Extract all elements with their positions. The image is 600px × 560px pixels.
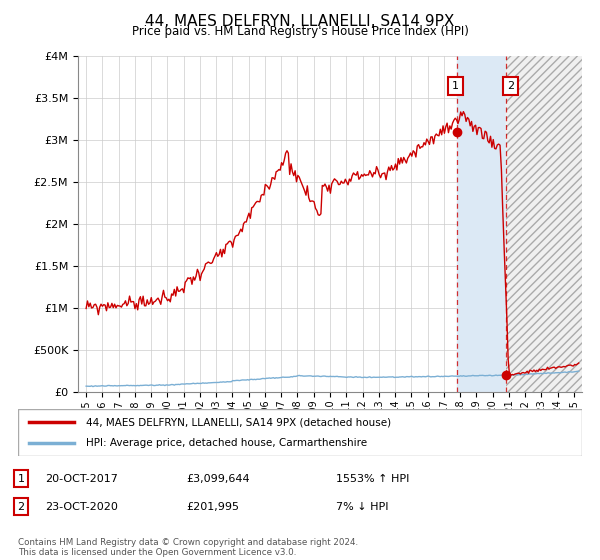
Text: 2: 2 — [507, 81, 514, 91]
Text: 7% ↓ HPI: 7% ↓ HPI — [336, 502, 389, 512]
Text: 44, MAES DELFRYN, LLANELLI, SA14 9PX (detached house): 44, MAES DELFRYN, LLANELLI, SA14 9PX (de… — [86, 417, 391, 427]
Text: 1: 1 — [452, 81, 458, 91]
Text: 20-OCT-2017: 20-OCT-2017 — [45, 474, 118, 484]
Text: 1553% ↑ HPI: 1553% ↑ HPI — [336, 474, 409, 484]
Text: 23-OCT-2020: 23-OCT-2020 — [45, 502, 118, 512]
Text: Price paid vs. HM Land Registry's House Price Index (HPI): Price paid vs. HM Land Registry's House … — [131, 25, 469, 38]
Text: HPI: Average price, detached house, Carmarthenshire: HPI: Average price, detached house, Carm… — [86, 438, 367, 448]
Text: 2: 2 — [17, 502, 25, 512]
Text: Contains HM Land Registry data © Crown copyright and database right 2024.
This d: Contains HM Land Registry data © Crown c… — [18, 538, 358, 557]
Bar — [506, 56, 582, 392]
Text: 44, MAES DELFRYN, LLANELLI, SA14 9PX: 44, MAES DELFRYN, LLANELLI, SA14 9PX — [145, 14, 455, 29]
Text: £3,099,644: £3,099,644 — [186, 474, 250, 484]
Bar — [457, 56, 506, 392]
Bar — [506, 56, 582, 392]
FancyBboxPatch shape — [18, 409, 582, 456]
Text: 1: 1 — [17, 474, 25, 484]
Text: £201,995: £201,995 — [186, 502, 239, 512]
